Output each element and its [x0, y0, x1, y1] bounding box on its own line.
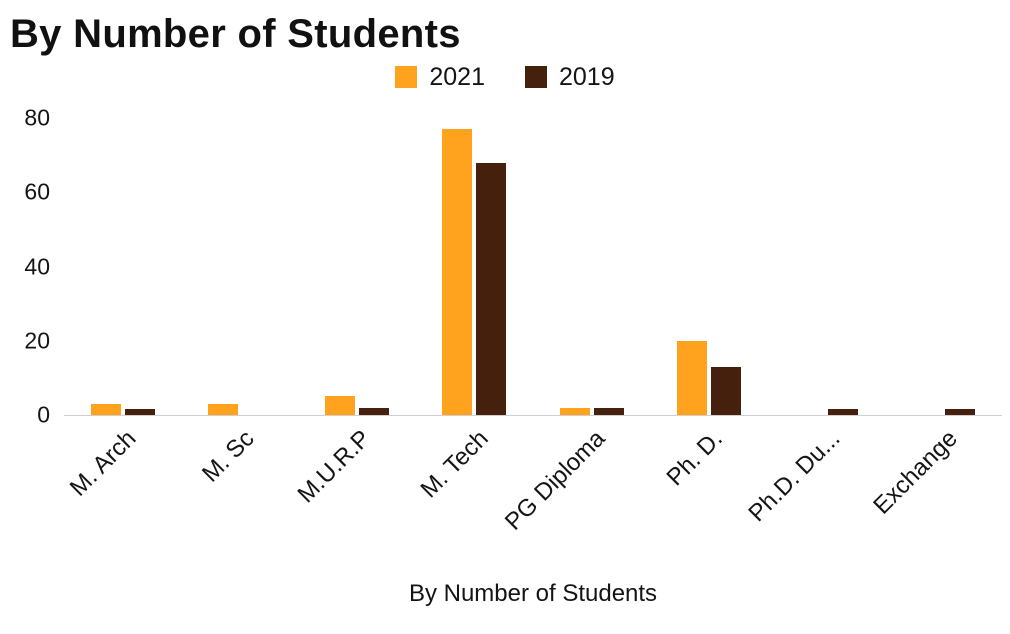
bar-m-u-r-p-2021[interactable]	[325, 396, 356, 415]
bar-chart: By Number of Students 2021 2019 0 20 40 60 80…	[0, 12, 1010, 607]
bar-m-arch-2021[interactable]	[90, 403, 121, 415]
x-tick-label-m-sc: M. Sc	[196, 425, 259, 488]
y-tick-label: 20	[24, 327, 50, 354]
bar-group-ph-d-du: Ph.D. Du...	[743, 118, 885, 527]
bar-ph-d-2019[interactable]	[710, 366, 741, 415]
bar-pg-diploma-2019[interactable]	[593, 407, 624, 415]
legend-item-2019[interactable]: 2019	[525, 63, 615, 92]
x-tick-label-m-arch: M. Arch	[65, 425, 142, 502]
legend: 2021 2019	[0, 58, 1010, 96]
plot-area: M. Arch M. Sc M.U.R.P M. Tech PG Diploma Ph. …	[64, 118, 1002, 536]
x-tick-label-m-u-r-p: M.U.R.P	[293, 425, 377, 509]
x-tick-label-pg-diploma: PG Diploma	[500, 425, 611, 536]
chart-body: 0 20 40 60 80 M. Arch M. Sc M.U.R.P M. Tech PG D…	[0, 105, 1010, 536]
y-tick-label: 40	[24, 253, 50, 279]
x-tick-label-exchange: Exchange	[867, 425, 963, 520]
bar-m-sc-2021[interactable]	[207, 403, 238, 415]
bar-exchange-2019[interactable]	[945, 409, 976, 415]
bar-pg-diploma-2021[interactable]	[559, 407, 590, 415]
y-tick-label: 0	[37, 401, 50, 428]
bar-m-arch-2019[interactable]	[124, 409, 155, 415]
y-tick-label: 80	[24, 104, 50, 131]
bar-group-m-sc: M. Sc	[181, 118, 298, 487]
bar-m-tech-2019[interactable]	[476, 162, 507, 415]
bar-group-m-arch: M. Arch	[64, 118, 181, 502]
x-tick-label-ph-d-du: Ph.D. Du...	[743, 425, 846, 528]
bar-group-ph-d: Ph. D.	[650, 118, 767, 491]
legend-item-2021[interactable]: 2021	[395, 63, 485, 92]
x-tick-label-m-tech: M. Tech	[415, 425, 494, 504]
bar-m-tech-2021[interactable]	[442, 129, 473, 415]
legend-swatch-2019	[525, 66, 547, 88]
bar-group-pg-diploma: PG Diploma	[500, 118, 650, 536]
bar-ph-d-2021[interactable]	[676, 340, 707, 415]
bar-m-u-r-p-2019[interactable]	[359, 407, 390, 415]
legend-swatch-2021	[395, 66, 418, 88]
y-axis: 0 20 40 60 80	[0, 105, 64, 428]
bar-ph-d-du-2019[interactable]	[828, 409, 859, 415]
legend-label-2019: 2019	[559, 62, 615, 91]
bar-group-exchange: Exchange	[868, 118, 1002, 520]
x-axis-title: By Number of Students	[408, 580, 658, 607]
legend-label-2021: 2021	[429, 62, 485, 91]
bar-group-m-tech: M. Tech	[415, 118, 533, 503]
x-tick-label-ph-d: Ph. D.	[661, 425, 728, 492]
y-tick-label: 60	[24, 178, 50, 205]
chart-title: By Number of Students	[10, 12, 461, 56]
bar-group-m-u-r-p: M.U.R.P	[293, 118, 416, 508]
